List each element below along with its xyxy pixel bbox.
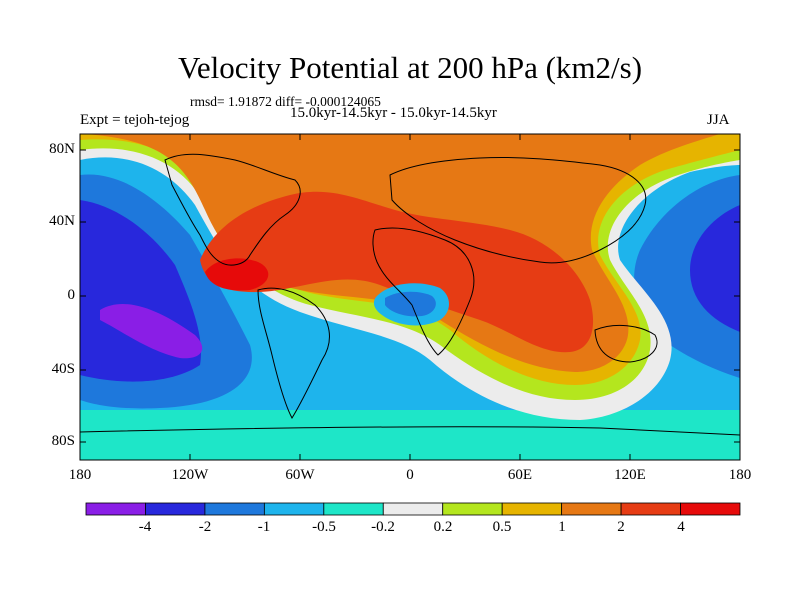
colorbar-swatch — [382, 502, 444, 516]
x-tick-label: 60E — [507, 467, 533, 483]
x-tick-label: 120W — [171, 467, 209, 483]
colorbar — [85, 502, 741, 516]
colorbar-label: 0.2 — [433, 519, 453, 535]
colorbar-label: -4 — [138, 519, 152, 535]
x-tick-label: 180 — [728, 467, 752, 483]
x-tick-label: 0 — [406, 467, 414, 483]
colorbar-swatch — [561, 502, 622, 516]
colorbar-swatch — [620, 502, 681, 516]
colorbar-label: 1 — [558, 519, 566, 535]
y-tick-label: 0 — [67, 287, 76, 303]
map-title: Velocity Potential at 200 hPa (km2/s) — [177, 50, 643, 85]
eurasia-coast — [389, 156, 647, 264]
north-america-coast — [164, 153, 301, 266]
contour-plus-2 — [200, 191, 594, 353]
colorbar-swatch — [145, 502, 206, 516]
colorbar-swatch — [442, 502, 503, 516]
colorbar-label: 0.5 — [492, 519, 512, 535]
south-america-coast — [257, 287, 330, 420]
x-tick-label: 60W — [285, 467, 315, 483]
y-tick-label: 40S — [51, 361, 75, 377]
antarctica-coast — [80, 426, 740, 436]
australia-coast — [594, 325, 658, 363]
x-tick-label: 120E — [614, 467, 646, 483]
colorbar-label: -0.5 — [312, 519, 336, 535]
colorbar-swatch — [680, 502, 741, 516]
contour-south-polar — [80, 410, 740, 460]
colorbar-label: -1 — [257, 519, 271, 535]
y-tick-label: 80S — [51, 433, 75, 449]
contour-pacific-minus-4 — [100, 304, 203, 359]
colorbar-swatch — [323, 502, 384, 516]
y-tick-label: 40N — [49, 213, 75, 229]
colorbar-label: -2 — [198, 519, 212, 535]
y-tick-label: 80N — [49, 141, 75, 157]
colorbar-swatch — [263, 502, 325, 516]
colorbar-label: -0.2 — [371, 519, 395, 535]
contour-plus-4 — [205, 258, 269, 291]
axis-ticks — [80, 134, 740, 460]
experiment-label: Expt = tejoh-tejog — [80, 112, 190, 128]
colorbar-swatch — [85, 502, 146, 516]
coastlines — [80, 153, 740, 436]
season-label: JJA — [707, 112, 730, 128]
x-tick-label: 180 — [68, 467, 92, 483]
colorbar-label: 4 — [677, 519, 685, 535]
filled-contours — [80, 134, 740, 460]
contour-guinea-minus-1 — [385, 291, 436, 317]
stats-line: rmsd= 1.91872 diff= -0.000124065 — [190, 94, 381, 109]
contour-wpacific-minus-2 — [690, 205, 740, 332]
period-subtitle: 15.0kyr-14.5kyr - 15.0kyr-14.5kyr — [290, 105, 497, 121]
colorbar-swatch — [204, 502, 265, 516]
colorbar-swatch — [501, 502, 563, 516]
africa-coast — [372, 227, 475, 356]
colorbar-label: 2 — [617, 519, 625, 535]
